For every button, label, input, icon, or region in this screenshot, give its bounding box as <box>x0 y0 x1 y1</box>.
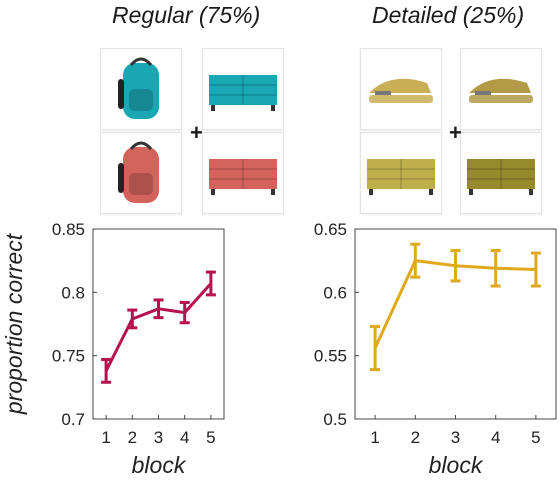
x-tick-label-0-2: 3 <box>154 428 163 447</box>
y-tick-label-1-2: 0.6 <box>323 283 347 302</box>
x-tick-label-0-1: 2 <box>128 428 137 447</box>
y-tick-label-0-2: 0.8 <box>61 283 85 302</box>
axes-frame-0 <box>92 228 225 420</box>
y-axis-label-0: proportion correct <box>1 232 27 415</box>
y-tick-label-1-0: 0.5 <box>323 410 347 429</box>
panel-title-regular: Regular (75%) <box>112 2 261 28</box>
x-tick-label-1-0: 1 <box>370 428 379 447</box>
backpack-body <box>123 63 159 119</box>
backpack-red-image <box>100 132 182 214</box>
y-tick-label-0-0: 0.7 <box>61 410 85 429</box>
y-tick-label-1-1: 0.55 <box>314 347 347 366</box>
plus-sign-left: + <box>190 120 203 145</box>
stapler-light-image <box>360 48 442 130</box>
x-tick-label-1-1: 2 <box>411 428 420 447</box>
x-axis-label-0: block <box>132 452 187 478</box>
dresser-teal-image <box>202 48 284 130</box>
y-tick-label-0-3: 0.85 <box>52 220 85 239</box>
dresser-icon <box>209 75 277 111</box>
dresser-red-image <box>202 132 284 214</box>
x-tick-label-0-0: 1 <box>101 428 110 447</box>
x-tick-label-1-3: 4 <box>491 428 500 447</box>
dresser-icon <box>209 159 277 195</box>
dresser-icon <box>467 159 535 195</box>
y-tick-label-1-3: 0.65 <box>314 220 347 239</box>
x-tick-label-1-4: 5 <box>531 428 540 447</box>
backpack-teal-image <box>100 48 182 130</box>
x-axis-label-1: block <box>429 452 484 478</box>
x-tick-label-0-4: 5 <box>206 428 215 447</box>
backpack-icon <box>118 141 159 203</box>
y-tick-label-0-1: 0.75 <box>52 347 85 366</box>
x-tick-label-0-3: 4 <box>180 428 189 447</box>
dresser-light-image <box>360 132 442 214</box>
stapler-icon <box>369 78 433 103</box>
panel-title-detailed: Detailed (25%) <box>372 2 525 28</box>
dresser-icon <box>367 159 435 195</box>
series-line-0 <box>104 282 213 372</box>
stapler-icon <box>469 78 533 103</box>
backpack-icon <box>118 57 159 119</box>
stapler-dark-image <box>460 48 542 130</box>
x-tick-label-1-2: 3 <box>451 428 460 447</box>
plus-sign-right: + <box>449 120 462 145</box>
dresser-dark-image <box>460 132 542 214</box>
